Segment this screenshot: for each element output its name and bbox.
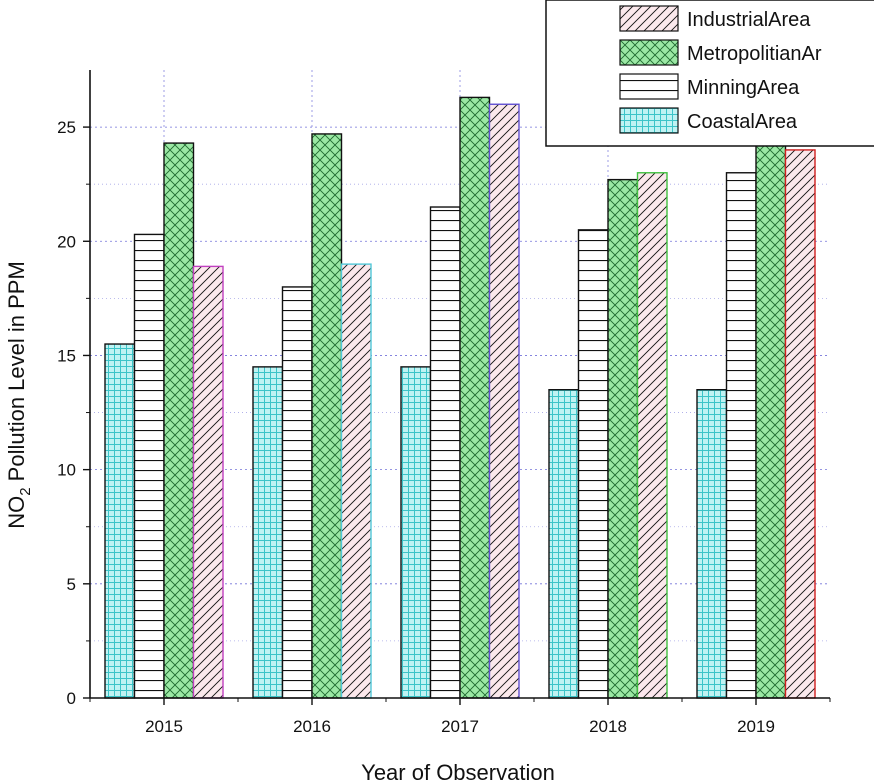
x-tick-label-2019: 2019 [737,717,775,736]
legend-swatch-metropolitianarea [619,39,679,66]
bar-metropolitianarea-2016 [311,133,343,699]
bar-metropolitianarea-2019 [755,133,787,699]
bar-minningarea-2016 [281,286,313,699]
bar-coastalarea-2018 [548,389,580,699]
bar-industrialarea-2015 [192,265,224,699]
bar-industrialarea-2017 [488,103,520,699]
bar-coastalarea-2016 [252,366,284,699]
x-axis-title: Year of Observation [361,760,555,784]
bar-minningarea-2015 [133,233,165,699]
x-tick-label-2018: 2018 [589,717,627,736]
x-tick-label-2015: 2015 [145,717,183,736]
bar-coastalarea-2019 [696,389,728,699]
legend-label-industrialarea: IndustrialArea [687,9,811,31]
bar-metropolitianarea-2015 [163,142,195,699]
y-tick-label-25: 25 [57,118,76,137]
legend-swatch-coastalarea [619,107,679,134]
legend: IndustrialArea MetropolitianAr MinningArea… [545,0,874,147]
legend-label-coastalarea: CoastalArea [687,111,798,133]
bar-metropolitianarea-2017 [459,96,491,699]
legend-label-metropolitianarea: MetropolitianAr [687,43,822,65]
y-tick-label-0: 0 [67,689,76,708]
legend-swatch-minningarea [619,73,679,100]
y-tick-label-10: 10 [57,461,76,480]
bar-coastalarea-2015 [104,343,136,699]
x-tick-label-2017: 2017 [441,717,479,736]
bar-coastalarea-2017 [400,366,432,699]
legend-label-minningarea: MinningArea [687,77,800,99]
bar-industrialarea-2018 [636,172,668,699]
bars [104,96,816,699]
bar-minningarea-2017 [429,206,461,699]
y-axis-title: NO2 Pollution Level in PPM [4,261,34,529]
axes [83,70,831,705]
tick-labels: 0 5 10 15 20 25 2015 2016 2017 2018 2019 [57,118,775,736]
bar-minningarea-2019 [725,172,757,699]
bar-metropolitianarea-2018 [607,178,639,699]
y-tick-label-15: 15 [57,346,76,365]
bar-industrialarea-2019 [784,149,816,699]
bar-industrialarea-2016 [340,263,372,699]
legend-swatch-industrialarea [619,5,679,32]
y-tick-label-5: 5 [67,575,76,594]
legend-box [545,0,874,147]
x-tick-label-2016: 2016 [293,717,331,736]
y-tick-label-20: 20 [57,232,76,251]
bar-minningarea-2018 [577,229,609,699]
